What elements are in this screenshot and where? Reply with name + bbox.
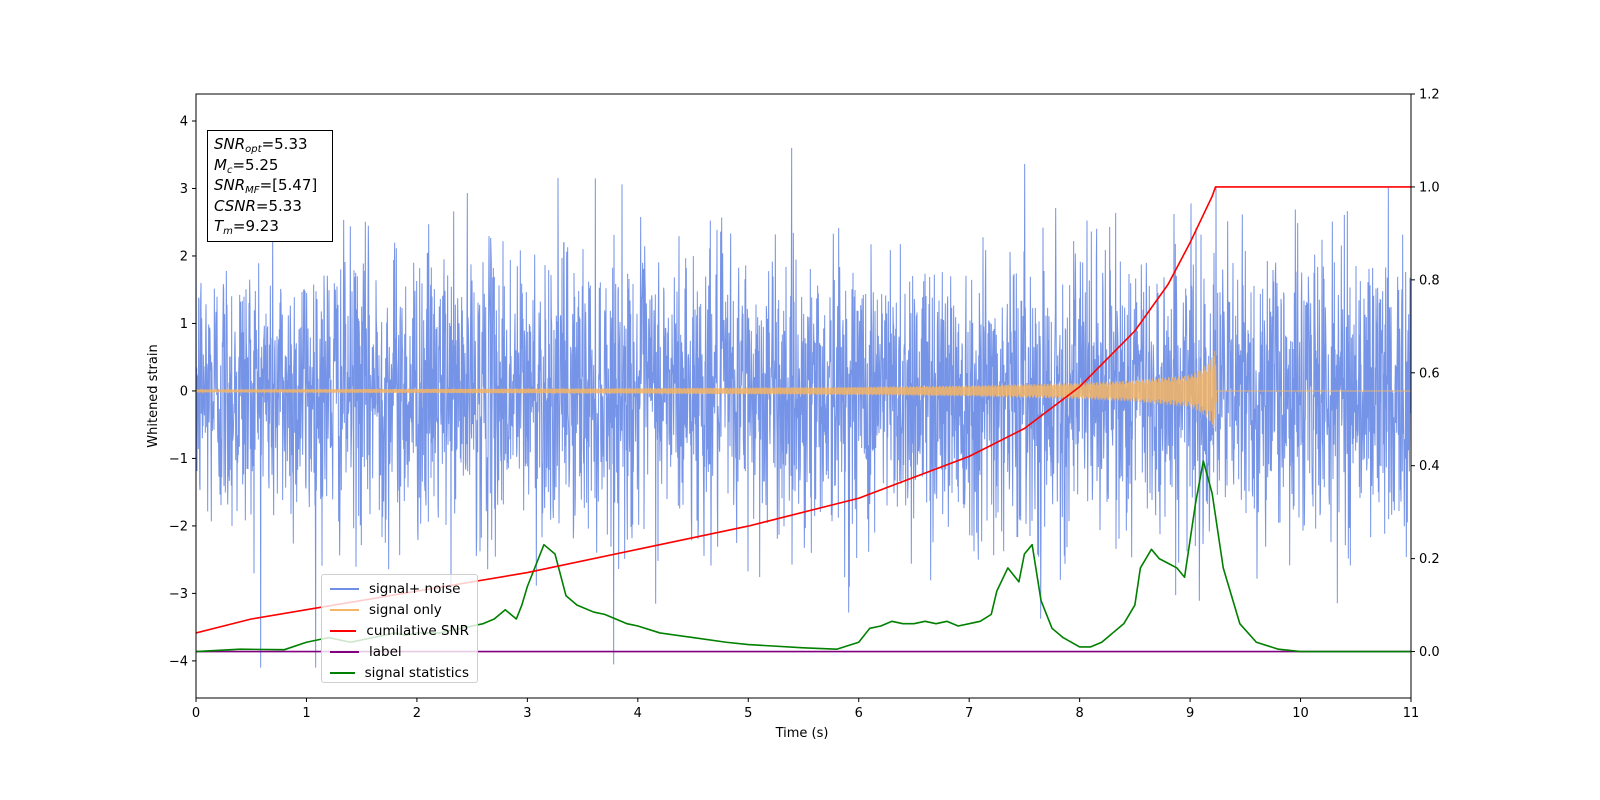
merger-time-text: Tm=9.23 <box>214 217 279 237</box>
y-right-tick-label: 0.6 <box>1419 366 1440 381</box>
snr-opt-text: SNRopt=5.33 <box>214 135 308 155</box>
legend-swatch <box>330 671 355 674</box>
y-axis-left: −4 −3 −2 −1 0 1 2 3 4 <box>169 114 196 669</box>
y-left-tick-label: 3 <box>180 182 188 197</box>
x-tick-label: 4 <box>634 706 642 721</box>
snr-mf-text: SNRMF=[5.47] <box>214 176 318 196</box>
y-left-tick-label: −1 <box>169 452 188 467</box>
y-left-tick-label: 1 <box>180 317 188 332</box>
y-axis-right: 0.0 0.2 0.4 0.6 0.8 1.0 1.2 <box>1411 88 1440 660</box>
legend-item-signal-statistics: signal statistics <box>330 662 469 683</box>
signal-only-line <box>196 350 1411 428</box>
y-left-tick-label: 0 <box>180 384 188 399</box>
y-left-tick-label: 4 <box>180 114 188 129</box>
x-tick-label: 10 <box>1292 706 1309 721</box>
csnr-text: CSNR=5.33 <box>214 196 302 215</box>
y-left-tick-label: −3 <box>169 587 188 602</box>
x-tick-label: 0 <box>192 706 200 721</box>
y-left-tick-label: −2 <box>169 519 188 534</box>
legend-swatch <box>330 650 359 653</box>
signal-statistics-line <box>196 460 1411 653</box>
y-right-tick-label: 1.0 <box>1419 180 1440 195</box>
y-right-tick-label: 0.4 <box>1419 459 1440 474</box>
y-axis-label: Whitened strain <box>146 344 161 447</box>
x-tick-label: 8 <box>1075 706 1083 721</box>
chirp-mass-text: Mc=5.25 <box>214 155 279 176</box>
x-tick-label: 11 <box>1403 706 1420 721</box>
x-tick-label: 9 <box>1186 706 1194 721</box>
legend-item-signal-noise: signal+ noise <box>330 578 469 599</box>
x-axis-label: Time (s) <box>775 726 829 741</box>
signal-only-series <box>196 350 1411 428</box>
x-tick-label: 5 <box>744 706 752 721</box>
legend-item-cumulative-snr: cumilative SNR <box>330 620 469 641</box>
legend-swatch <box>330 608 359 611</box>
y-left-tick-label: 2 <box>180 249 188 264</box>
x-tick-label: 3 <box>523 706 531 721</box>
y-right-tick-label: 0.8 <box>1419 273 1440 288</box>
stats-annotation-box: SNRopt=5.33 Mc=5.25 SNRMF=[5.47] CSNR=5.… <box>207 130 333 242</box>
x-tick-label: 1 <box>302 706 310 721</box>
y-left-tick-label: −4 <box>169 654 188 669</box>
legend: signal+ noise signal only cumilative SNR… <box>321 574 478 683</box>
legend-swatch <box>330 629 357 632</box>
x-axis: 0 1 2 3 4 5 6 7 8 9 10 11 <box>192 698 1419 721</box>
legend-swatch <box>330 587 359 590</box>
x-tick-label: 6 <box>855 706 863 721</box>
legend-item-signal-only: signal only <box>330 599 469 620</box>
y-right-tick-label: 1.2 <box>1419 88 1440 103</box>
legend-item-label: label <box>330 641 469 662</box>
x-tick-label: 2 <box>413 706 421 721</box>
y-right-tick-label: 0.0 <box>1419 645 1440 660</box>
y-right-tick-label: 0.2 <box>1419 552 1440 567</box>
x-tick-label: 7 <box>965 706 973 721</box>
plot-frame <box>195 93 1412 699</box>
